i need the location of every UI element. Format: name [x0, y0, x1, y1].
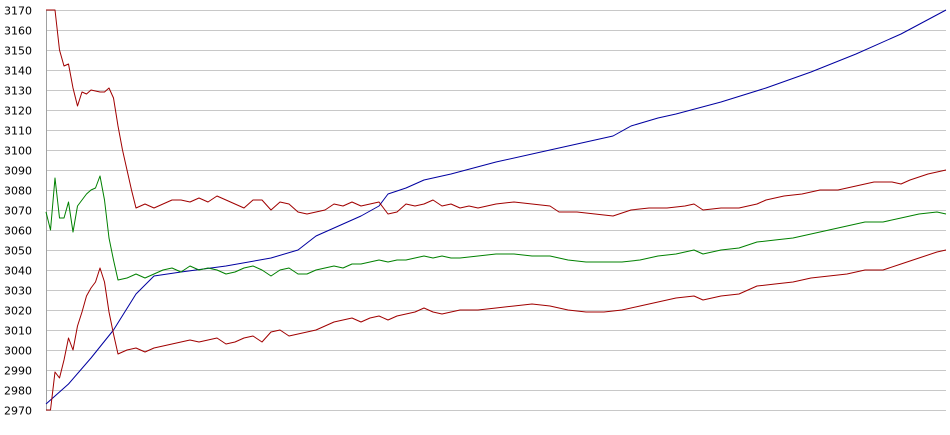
y-tick-label: 3030	[4, 285, 32, 298]
y-tick-label: 3150	[4, 45, 32, 58]
y-tick-label: 3100	[4, 145, 32, 158]
y-tick-label: 2990	[4, 365, 32, 378]
y-tick-label: 3110	[4, 125, 32, 138]
y-tick-label: 3020	[4, 305, 32, 318]
series-line-1	[45, 9, 947, 405]
y-tick-label: 3120	[4, 105, 32, 118]
y-tick-label: 3060	[4, 225, 32, 238]
y-tick-label: 3040	[4, 265, 32, 278]
series-lines	[45, 9, 947, 411]
gridlines	[46, 10, 946, 411]
series-line-3	[45, 175, 947, 281]
y-tick-label: 2980	[4, 385, 32, 398]
series-line-2	[46, 9, 947, 217]
y-tick-labels: 3170 3160 3150 3140 3130 3120 3110 3100 3090 3080…	[4, 5, 32, 418]
y-tick-label: 3050	[4, 245, 32, 258]
y-tick-label: 3000	[4, 345, 32, 358]
y-tick-label: 3080	[4, 185, 32, 198]
y-tick-label: 3090	[4, 165, 32, 178]
y-tick-label: 3010	[4, 325, 32, 338]
y-tick-label: 3160	[4, 25, 32, 38]
y-tick-label: 3140	[4, 65, 32, 78]
y-tick-label: 3070	[4, 205, 32, 218]
series-line-4	[46, 249, 947, 411]
y-tick-label: 2970	[4, 405, 32, 418]
y-tick-label: 3130	[4, 85, 32, 98]
y-tick-label: 3170	[4, 5, 32, 18]
